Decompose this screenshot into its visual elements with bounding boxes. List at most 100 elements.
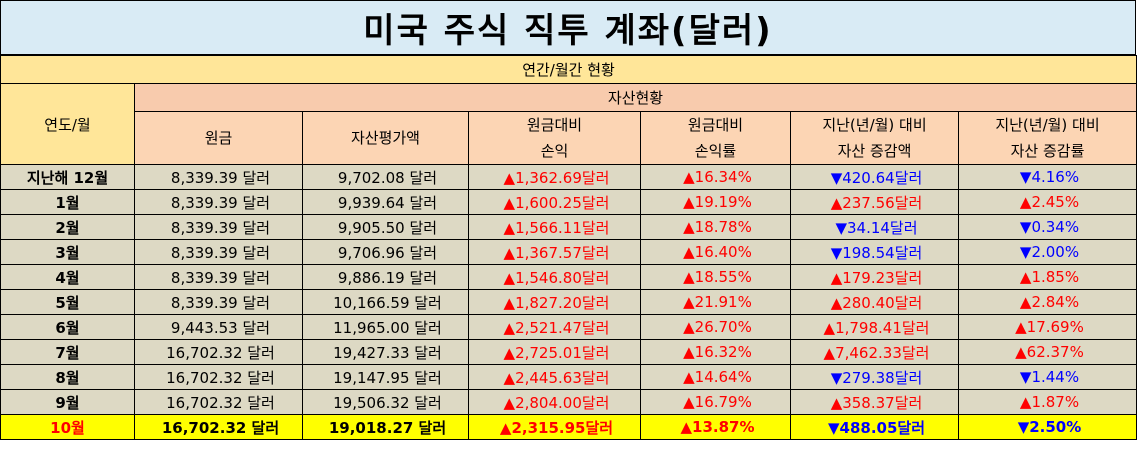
table-row: 4월 8,339.39 달러 9,886.19 달러 ▲1,546.80달러 ▲18.5… xyxy=(0,264,1137,290)
row-label[interactable]: 8월 xyxy=(0,364,135,390)
asset-value-header: 자산평가액 xyxy=(302,111,469,165)
row-label[interactable]: 6월 xyxy=(0,314,135,340)
asset-change-rate-cell[interactable]: ▼1.44% xyxy=(958,364,1137,390)
asset-change-rate-cell[interactable]: ▲2.45% xyxy=(958,189,1137,215)
pl-rate-cell[interactable]: ▲14.64% xyxy=(640,364,791,390)
pl-rate-cell[interactable]: ▲21.91% xyxy=(640,289,791,315)
asset-change-cell[interactable]: ▲7,462.33달러 xyxy=(790,339,959,365)
asset-value-cell[interactable]: 9,886.19 달러 xyxy=(302,264,469,290)
pl-cell[interactable]: ▲1,827.20달러 xyxy=(468,289,641,315)
asset-value-cell[interactable]: 9,706.96 달러 xyxy=(302,239,469,265)
column-header-line: 원금대비 xyxy=(687,116,744,134)
column-header-line: 원금대비 xyxy=(526,116,583,134)
principal-cell[interactable]: 16,702.32 달러 xyxy=(134,414,303,440)
asset-value-cell[interactable]: 9,702.08 달러 xyxy=(302,164,469,190)
row-label[interactable]: 9월 xyxy=(0,389,135,415)
column-header-line: 지난(년/월) 대비 xyxy=(822,116,927,134)
pl-rate-cell[interactable]: ▲16.40% xyxy=(640,239,791,265)
asset-value-cell[interactable]: 10,166.59 달러 xyxy=(302,289,469,315)
asset-value-cell[interactable]: 19,147.95 달러 xyxy=(302,364,469,390)
asset-value-cell[interactable]: 19,018.27 달러 xyxy=(302,414,469,440)
asset-change-cell[interactable]: ▲1,798.41달러 xyxy=(790,314,959,340)
asset-change-rate-cell[interactable]: ▲2.84% xyxy=(958,289,1137,315)
row-label[interactable]: 3월 xyxy=(0,239,135,265)
principal-cell[interactable]: 8,339.39 달러 xyxy=(134,289,303,315)
asset-change-cell[interactable]: ▲358.37달러 xyxy=(790,389,959,415)
pl-rate-cell[interactable]: ▲16.79% xyxy=(640,389,791,415)
pl-rate-cell[interactable]: ▲16.34% xyxy=(640,164,791,190)
table-row: 8월 16,702.32 달러 19,147.95 달러 ▲2,445.63달러 ▲14… xyxy=(0,364,1137,390)
table-row: 2월 8,339.39 달러 9,905.50 달러 ▲1,566.11달러 ▲18.7… xyxy=(0,214,1137,240)
pl-rate-cell[interactable]: ▲16.32% xyxy=(640,339,791,365)
principal-cell[interactable]: 9,443.53 달러 xyxy=(134,314,303,340)
column-header-line: 지난(년/월) 대비 xyxy=(995,116,1100,134)
principal-cell[interactable]: 8,339.39 달러 xyxy=(134,189,303,215)
pl-cell[interactable]: ▲2,315.95달러 xyxy=(468,414,641,440)
table-row: 9월 16,702.32 달러 19,506.32 달러 ▲2,804.00달러 ▲16… xyxy=(0,389,1137,415)
pl-rate-cell[interactable]: ▲13.87% xyxy=(640,414,791,440)
principal-cell[interactable]: 8,339.39 달러 xyxy=(134,264,303,290)
asset-change-rate-cell[interactable]: ▲62.37% xyxy=(958,339,1137,365)
asset-value-cell[interactable]: 9,939.64 달러 xyxy=(302,189,469,215)
row-label[interactable]: 지난해 12월 xyxy=(0,164,135,190)
pl-cell[interactable]: ▲2,725.01달러 xyxy=(468,339,641,365)
asset-value-cell[interactable]: 19,506.32 달러 xyxy=(302,389,469,415)
principal-cell[interactable]: 16,702.32 달러 xyxy=(134,389,303,415)
asset-change-rate-cell[interactable]: ▲1.87% xyxy=(958,389,1137,415)
asset-change-cell[interactable]: ▲179.23달러 xyxy=(790,264,959,290)
asset-change-rate-cell[interactable]: ▲17.69% xyxy=(958,314,1137,340)
column-header-line: 원금 xyxy=(204,129,233,147)
asset-change-cell[interactable]: ▼420.64달러 xyxy=(790,164,959,190)
page-title: 미국 주식 직투 계좌(달러) xyxy=(0,0,1136,55)
pl-cell[interactable]: ▲2,445.63달러 xyxy=(468,364,641,390)
pl-rate-cell[interactable]: ▲18.78% xyxy=(640,214,791,240)
table-row: 7월 16,702.32 달러 19,427.33 달러 ▲2,725.01달러 ▲16… xyxy=(0,339,1137,365)
asset-change-cell[interactable]: ▼488.05달러 xyxy=(790,414,959,440)
principal-cell[interactable]: 8,339.39 달러 xyxy=(134,239,303,265)
pl-cell[interactable]: ▲1,566.11달러 xyxy=(468,214,641,240)
asset-change-rate-cell[interactable]: ▼2.50% xyxy=(958,414,1137,440)
pl-cell[interactable]: ▲2,804.00달러 xyxy=(468,389,641,415)
row-label[interactable]: 4월 xyxy=(0,264,135,290)
pl-rate-header: 원금대비 손익률 xyxy=(640,111,791,165)
principal-cell[interactable]: 16,702.32 달러 xyxy=(134,339,303,365)
asset-value-cell[interactable]: 19,427.33 달러 xyxy=(302,339,469,365)
asset-change-cell[interactable]: ▼34.14달러 xyxy=(790,214,959,240)
column-header-line: 손익 xyxy=(540,142,569,160)
asset-change-rate-cell[interactable]: ▼0.34% xyxy=(958,214,1137,240)
principal-header: 원금 xyxy=(134,111,303,165)
pl-rate-cell[interactable]: ▲18.55% xyxy=(640,264,791,290)
asset-change-rate-cell[interactable]: ▼2.00% xyxy=(958,239,1137,265)
column-header-line: 자산 증감액 xyxy=(837,142,912,160)
asset-change-cell[interactable]: ▼279.38달러 xyxy=(790,364,959,390)
principal-cell[interactable]: 8,339.39 달러 xyxy=(134,214,303,240)
principal-cell[interactable]: 8,339.39 달러 xyxy=(134,164,303,190)
pl-cell[interactable]: ▲2,521.47달러 xyxy=(468,314,641,340)
asset-value-cell[interactable]: 11,965.00 달러 xyxy=(302,314,469,340)
row-label[interactable]: 2월 xyxy=(0,214,135,240)
asset-change-rate-cell[interactable]: ▲1.85% xyxy=(958,264,1137,290)
row-label[interactable]: 7월 xyxy=(0,339,135,365)
asset-change-rate-header: 지난(년/월) 대비 자산 증감률 xyxy=(958,111,1137,165)
principal-cell[interactable]: 16,702.32 달러 xyxy=(134,364,303,390)
account-table: 연간/월간 현황 연도/월 자산현황 원금 자산평가액 원금대비 손익 원금대비 손익률 지… xyxy=(0,55,1137,440)
asset-value-cell[interactable]: 9,905.50 달러 xyxy=(302,214,469,240)
pl-cell[interactable]: ▲1,362.69달러 xyxy=(468,164,641,190)
row-label[interactable]: 5월 xyxy=(0,289,135,315)
asset-change-rate-cell[interactable]: ▼4.16% xyxy=(958,164,1137,190)
asset-change-cell[interactable]: ▼198.54달러 xyxy=(790,239,959,265)
asset-status-header: 자산현황 xyxy=(134,83,1137,112)
pl-rate-cell[interactable]: ▲19.19% xyxy=(640,189,791,215)
pl-cell[interactable]: ▲1,367.57달러 xyxy=(468,239,641,265)
asset-change-cell[interactable]: ▲280.40달러 xyxy=(790,289,959,315)
table-row-current: 10월 16,702.32 달러 19,018.27 달러 ▲2,315.95달러 ▲1… xyxy=(0,414,1137,440)
asset-change-cell[interactable]: ▲237.56달러 xyxy=(790,189,959,215)
row-label[interactable]: 10월 xyxy=(0,414,135,440)
table-row: 지난해 12월 8,339.39 달러 9,702.08 달러 ▲1,362.69달러… xyxy=(0,164,1137,190)
row-label[interactable]: 1월 xyxy=(0,189,135,215)
pl-rate-cell[interactable]: ▲26.70% xyxy=(640,314,791,340)
pl-cell[interactable]: ▲1,600.25달러 xyxy=(468,189,641,215)
pl-cell[interactable]: ▲1,546.80달러 xyxy=(468,264,641,290)
